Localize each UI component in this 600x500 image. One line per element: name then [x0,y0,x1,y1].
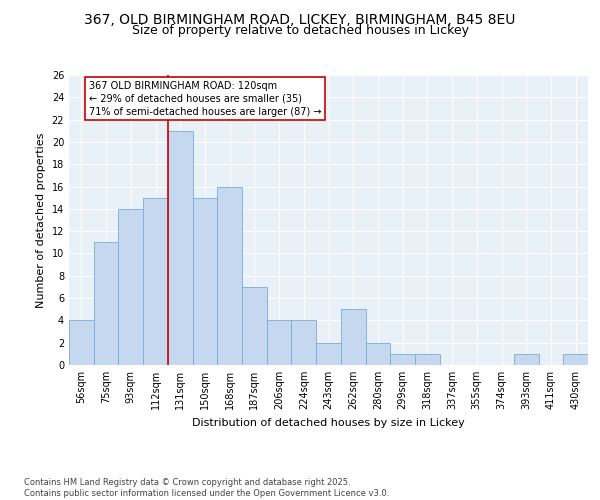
Bar [168,131,193,365]
X-axis label: Distribution of detached houses by size in Lickey: Distribution of detached houses by size … [192,418,465,428]
Bar [365,342,390,365]
Bar [292,320,316,365]
Text: 367, OLD BIRMINGHAM ROAD, LICKEY, BIRMINGHAM, B45 8EU: 367, OLD BIRMINGHAM ROAD, LICKEY, BIRMIN… [85,12,515,26]
Text: 367 OLD BIRMINGHAM ROAD: 120sqm
← 29% of detached houses are smaller (35)
71% of: 367 OLD BIRMINGHAM ROAD: 120sqm ← 29% of… [89,80,321,117]
Bar [193,198,217,365]
Bar [69,320,94,365]
Bar [143,198,168,365]
Bar [316,342,341,365]
Bar [563,354,588,365]
Bar [341,309,365,365]
Bar [415,354,440,365]
Bar [118,209,143,365]
Bar [267,320,292,365]
Y-axis label: Number of detached properties: Number of detached properties [36,132,46,308]
Bar [390,354,415,365]
Bar [217,186,242,365]
Bar [242,287,267,365]
Text: Contains HM Land Registry data © Crown copyright and database right 2025.
Contai: Contains HM Land Registry data © Crown c… [24,478,389,498]
Text: Size of property relative to detached houses in Lickey: Size of property relative to detached ho… [131,24,469,37]
Bar [94,242,118,365]
Bar [514,354,539,365]
